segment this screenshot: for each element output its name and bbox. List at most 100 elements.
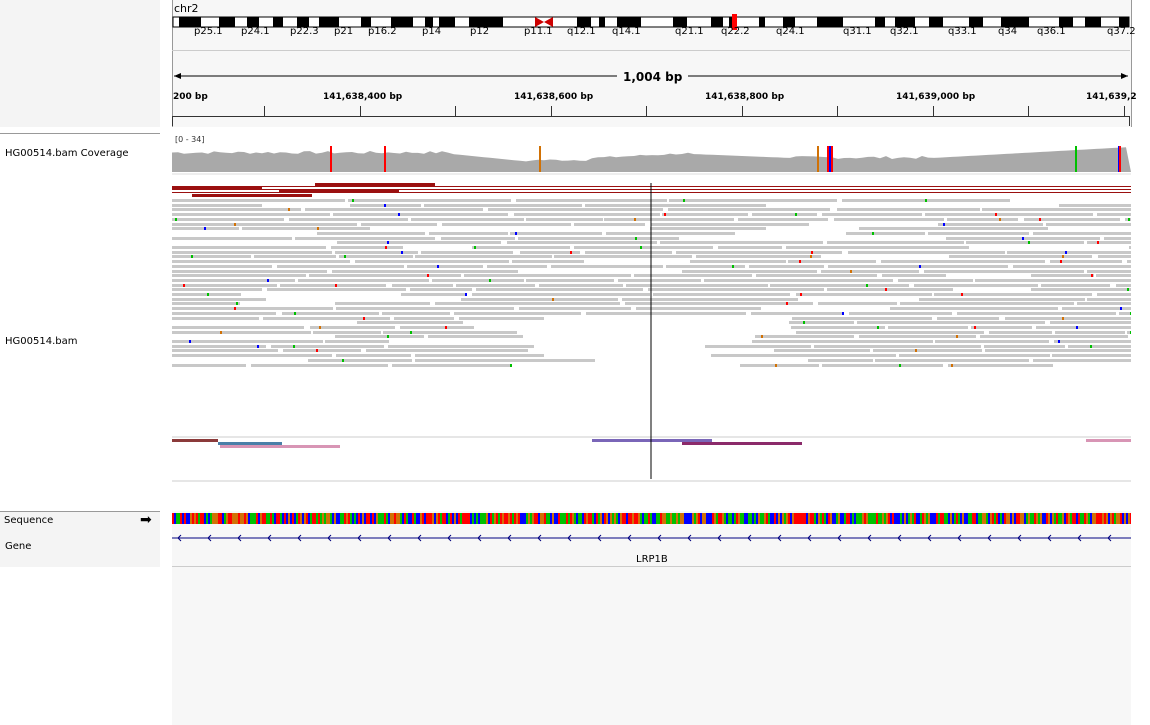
read-mismatch	[634, 218, 636, 221]
read	[828, 265, 1008, 268]
chromosome-ideogram[interactable]	[172, 14, 1130, 38]
read-mismatch	[1076, 326, 1078, 329]
sequence-base	[700, 513, 702, 524]
sequence-base	[244, 513, 246, 524]
alignment-name-panel: HG00514.bam Coverage HG00514.bam	[0, 133, 160, 512]
read-mismatch	[316, 349, 318, 352]
alignment-canvas[interactable]	[172, 133, 1131, 511]
read-mismatch	[877, 326, 879, 329]
read	[464, 274, 631, 277]
strand-arrow-icon	[267, 534, 272, 542]
alignment-data-panel[interactable]: [0 - 34]	[172, 133, 1131, 511]
sequence-base	[562, 513, 564, 524]
read	[668, 208, 830, 211]
cytoband	[1001, 17, 1029, 27]
read	[242, 227, 370, 230]
cytoband	[783, 17, 795, 27]
read	[514, 213, 660, 216]
sequence-base	[808, 513, 810, 524]
sequence-gene-canvas[interactable]	[172, 511, 1131, 571]
sequence-base	[478, 513, 480, 524]
sequence-base	[178, 513, 180, 524]
sequence-base	[266, 513, 268, 524]
read	[1087, 270, 1131, 273]
sequence-base	[1064, 513, 1066, 524]
sequence-base	[616, 513, 618, 524]
read	[985, 349, 1131, 352]
sequence-base	[422, 513, 424, 524]
read	[814, 345, 981, 348]
gene-label[interactable]: LRP1B	[636, 554, 668, 565]
sequence-base	[442, 513, 444, 524]
read	[982, 208, 1131, 211]
ruler-tick-label: 200 bp	[173, 92, 208, 102]
read	[332, 270, 518, 273]
read	[172, 279, 295, 282]
coverage-track-name[interactable]: HG00514.bam Coverage	[5, 148, 129, 159]
sequence-base	[304, 513, 306, 524]
read	[849, 312, 952, 315]
read	[1096, 274, 1131, 277]
sequence-base	[854, 513, 856, 524]
sequence-base	[190, 513, 192, 524]
read	[309, 274, 461, 277]
sequence-base	[1020, 513, 1022, 524]
coverage-mismatch	[1119, 146, 1121, 172]
read	[394, 317, 454, 320]
read	[1127, 260, 1131, 263]
cytoband	[469, 17, 503, 27]
read	[957, 312, 1116, 315]
sequence-base	[964, 513, 966, 524]
read	[975, 279, 1131, 282]
sequence-base	[848, 513, 850, 524]
read-mismatch	[683, 199, 685, 202]
sequence-base	[504, 513, 506, 524]
sequence-track-name[interactable]: Sequence	[4, 515, 54, 526]
ruler[interactable]: 200 bp 141,638,400 bp 141,638,600 bp 141,63…	[172, 92, 1137, 126]
read-mismatch	[352, 199, 354, 202]
read	[1013, 265, 1131, 268]
gene-track-name[interactable]: Gene	[5, 541, 32, 552]
read	[407, 265, 483, 268]
sequence-base	[1076, 513, 1078, 524]
sequence-base	[248, 513, 250, 524]
read-mismatch	[234, 223, 236, 226]
divider	[172, 50, 1130, 51]
sequence-base	[394, 513, 396, 524]
sequence-strand-arrow-icon[interactable]: ➡	[140, 512, 152, 528]
read	[585, 204, 766, 207]
sequence-base	[1080, 513, 1082, 524]
read	[415, 359, 595, 362]
sequence-base	[618, 513, 620, 524]
sequence-base	[662, 513, 664, 524]
read	[622, 298, 798, 301]
read	[934, 293, 1092, 296]
read	[585, 251, 672, 254]
sequence-base	[906, 513, 908, 524]
sequence-base	[786, 513, 788, 524]
sequence-base	[336, 513, 338, 524]
sequence-base	[232, 513, 234, 524]
feature-data-panel[interactable]	[172, 511, 1131, 725]
sequence-base	[910, 513, 912, 524]
sequence-base	[376, 513, 378, 524]
sequence-base	[228, 513, 230, 524]
centromere	[535, 17, 544, 27]
read-mismatch	[803, 321, 805, 324]
read	[554, 255, 692, 258]
sequence-base	[974, 513, 976, 524]
sequence-base	[1126, 513, 1128, 524]
sequence-base	[608, 513, 610, 524]
sequence-base	[310, 513, 312, 524]
alignment-track-name[interactable]: HG00514.bam	[5, 336, 78, 347]
sequence-base	[978, 513, 980, 524]
strand-arrow-icon	[1107, 534, 1112, 542]
sequence-base	[434, 513, 436, 524]
sequence-base	[410, 513, 412, 524]
sequence-base	[800, 513, 802, 524]
sequence-base	[1014, 513, 1016, 524]
sequence-base	[760, 513, 762, 524]
sequence-base	[200, 513, 202, 524]
read	[1097, 213, 1131, 216]
read	[172, 354, 332, 357]
